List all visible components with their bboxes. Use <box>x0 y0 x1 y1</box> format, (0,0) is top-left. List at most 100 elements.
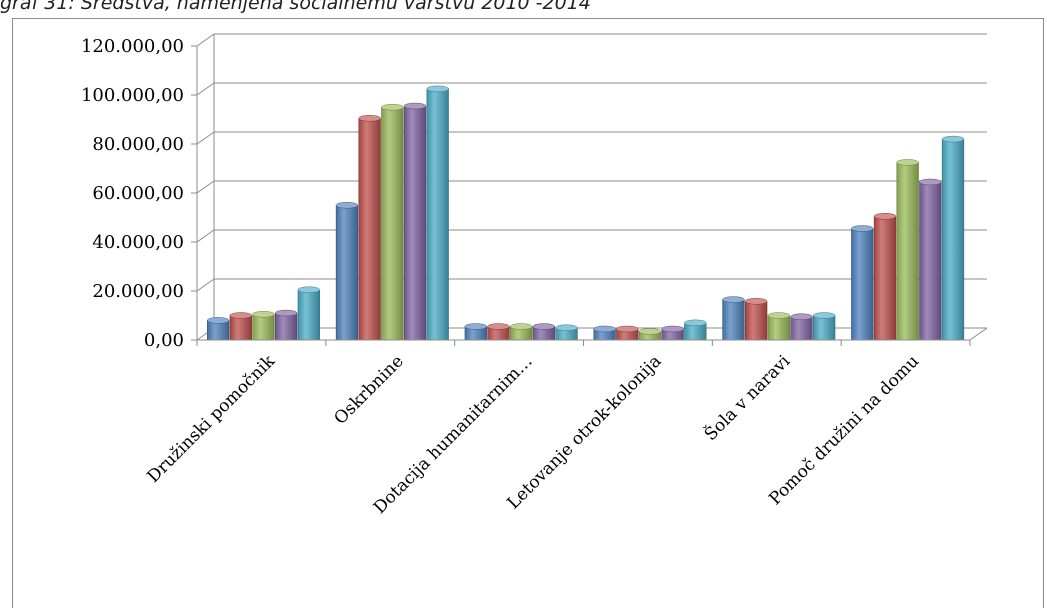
bar <box>487 323 510 341</box>
bar <box>381 104 404 341</box>
bar-body <box>813 315 836 341</box>
bar-top <box>532 323 555 330</box>
x-category-label: Družinski pomočnik <box>143 351 279 487</box>
bar-top <box>229 312 252 319</box>
bar <box>426 85 449 341</box>
bar-top <box>638 328 662 335</box>
axes <box>196 46 971 346</box>
bar-top <box>767 312 790 319</box>
bar-top <box>661 325 684 333</box>
bar-top <box>941 135 965 143</box>
bar-top <box>297 286 320 294</box>
bar-top <box>616 325 639 333</box>
bar-top <box>464 323 487 330</box>
bar <box>297 286 320 341</box>
bar <box>790 313 813 341</box>
bar-top <box>335 202 359 209</box>
bar-top <box>593 325 616 333</box>
bar-top <box>275 309 298 317</box>
bar <box>252 311 275 341</box>
bar-body <box>767 315 790 341</box>
bar-body <box>790 316 813 341</box>
floor-edge-right <box>969 327 988 341</box>
bar-top <box>207 317 230 324</box>
bar-body <box>873 215 897 341</box>
bar-body <box>229 315 252 341</box>
bar <box>555 324 578 341</box>
gridline-side <box>196 180 215 194</box>
bar-body <box>722 299 745 341</box>
bar-body <box>275 312 298 341</box>
x-category-label: Oskrbnine <box>330 351 407 428</box>
bar-body <box>851 228 874 341</box>
bar <box>403 102 427 341</box>
y-tick-label: 120.000,00 <box>81 36 184 57</box>
bar <box>616 325 639 341</box>
bar <box>684 319 707 341</box>
bar-top <box>813 312 836 319</box>
bar-body <box>941 138 965 341</box>
y-tick-label: 100.000,00 <box>81 85 184 106</box>
bar <box>919 178 942 341</box>
bar-top <box>851 225 874 232</box>
bar-top <box>426 85 449 93</box>
bar <box>593 325 616 341</box>
bar-body <box>403 105 427 341</box>
bar <box>532 323 555 341</box>
bar-top <box>745 298 768 305</box>
bar-top <box>381 104 404 111</box>
bar <box>510 323 533 341</box>
bar <box>767 312 790 341</box>
bar-top <box>252 311 275 318</box>
bar <box>229 312 252 341</box>
gridline-side <box>196 278 215 292</box>
bar-top <box>790 313 813 320</box>
y-tick-label: 80.000,00 <box>92 134 184 155</box>
bar-top <box>358 115 381 122</box>
bar-top <box>555 324 578 331</box>
chart-frame <box>12 18 1044 608</box>
bar-top <box>873 213 897 220</box>
gridline-side <box>196 33 215 47</box>
gridline-side <box>196 229 215 243</box>
bar-body <box>252 313 275 341</box>
bar <box>941 135 965 341</box>
bar <box>358 115 381 341</box>
bar-top <box>896 159 919 166</box>
bar-body <box>358 117 381 341</box>
bar <box>745 298 768 341</box>
bar-body <box>919 181 942 341</box>
bar <box>207 317 230 341</box>
bar <box>464 323 487 341</box>
bar <box>638 328 662 341</box>
y-axis-ticks: 0,00 20.000,00 40.000,00 60.000,00 80.000,00… <box>81 36 197 351</box>
y-tick-label: 60.000,00 <box>92 183 184 204</box>
gridline-side <box>196 82 215 96</box>
x-category-label: Letovanje otrok-kolonija <box>504 351 666 513</box>
bar <box>813 312 836 341</box>
bar <box>335 202 359 341</box>
bar-body <box>335 204 359 341</box>
bar-body <box>745 300 768 341</box>
bar <box>275 309 298 341</box>
figure-caption: graf 31: Sredstva, namenjena socialnemu … <box>0 0 591 14</box>
bar-top <box>487 323 510 330</box>
bar <box>873 213 897 341</box>
bar <box>896 159 919 341</box>
bar-top <box>722 296 745 303</box>
bar <box>851 225 874 341</box>
bar-top <box>919 178 942 186</box>
y-tick-label: 0,00 <box>144 330 184 351</box>
x-category-label: Pomoč družini na domu <box>765 351 923 509</box>
bar-top <box>684 319 707 327</box>
gridline-side <box>196 131 215 145</box>
bar-top <box>510 323 533 330</box>
bar-body <box>381 106 404 341</box>
y-tick-label: 20.000,00 <box>92 281 184 302</box>
bar <box>661 325 684 341</box>
bar-body <box>426 88 449 341</box>
bar-top <box>403 102 427 110</box>
bar-body <box>896 162 919 341</box>
